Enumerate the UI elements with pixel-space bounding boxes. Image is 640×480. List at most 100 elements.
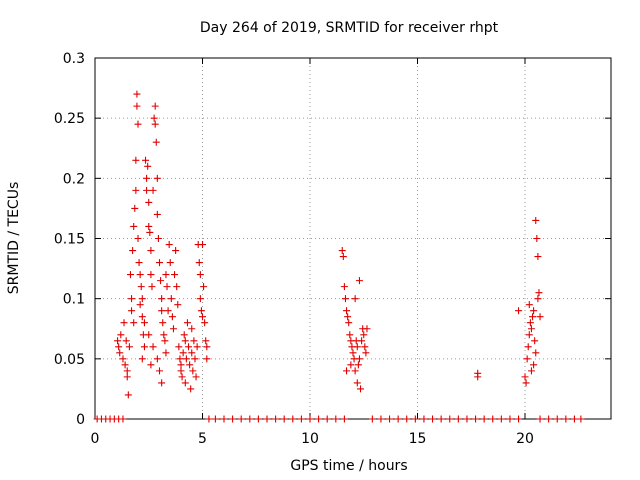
- data-point: [532, 349, 540, 357]
- x-axis-label: GPS time / hours: [290, 458, 407, 474]
- data-point: [154, 235, 162, 242]
- data-point: [201, 319, 209, 327]
- data-point: [354, 361, 362, 369]
- data-point: [177, 361, 185, 369]
- data-point: [562, 415, 570, 423]
- data-point: [165, 241, 173, 249]
- data-point: [152, 138, 160, 146]
- data-point: [351, 367, 359, 375]
- data-point: [530, 361, 538, 369]
- data-point: [119, 415, 127, 423]
- data-point: [246, 415, 254, 423]
- data-point: [545, 415, 553, 423]
- data-point: [153, 355, 161, 363]
- data-point: [175, 343, 183, 351]
- data-point: [522, 379, 530, 387]
- data-point: [347, 361, 355, 369]
- data-point: [349, 349, 357, 357]
- data-point: [162, 271, 170, 279]
- data-point: [237, 415, 245, 423]
- data-point: [192, 373, 200, 381]
- data-point: [529, 313, 537, 321]
- data-point: [128, 307, 136, 315]
- data-point: [360, 331, 368, 339]
- data-point: [346, 331, 354, 339]
- data-point: [156, 367, 163, 375]
- data-point: [164, 307, 172, 315]
- y-tick-label: 0.15: [54, 232, 85, 248]
- data-point: [534, 253, 542, 261]
- data-point: [553, 415, 561, 423]
- data-point: [124, 391, 132, 399]
- data-point: [137, 283, 145, 291]
- data-point: [205, 415, 213, 423]
- data-point: [163, 283, 171, 291]
- data-point: [202, 337, 210, 345]
- data-point: [344, 313, 352, 321]
- data-point: [143, 186, 151, 194]
- data-point: [377, 415, 385, 423]
- y-axis-label: SRMTID / TECUs: [6, 182, 22, 295]
- data-point: [183, 319, 191, 327]
- data-point: [159, 319, 167, 327]
- data-point: [339, 253, 347, 261]
- data-point: [173, 283, 181, 291]
- data-point: [515, 307, 523, 315]
- data-point: [338, 247, 346, 255]
- data-point: [142, 156, 150, 164]
- data-point: [289, 415, 297, 423]
- data-point: [229, 415, 237, 423]
- data-point: [363, 325, 371, 333]
- data-point: [156, 259, 163, 267]
- data-point: [368, 415, 376, 423]
- data-point: [150, 114, 158, 122]
- data-point: [340, 415, 348, 423]
- data-point: [315, 415, 323, 423]
- data-point: [394, 415, 402, 423]
- data-point: [172, 247, 180, 255]
- data-point: [143, 174, 151, 182]
- data-point: [536, 415, 544, 423]
- data-point: [162, 349, 170, 357]
- data-point: [151, 120, 159, 128]
- data-point: [138, 295, 146, 303]
- data-point: [203, 355, 211, 363]
- data-point: [151, 102, 159, 110]
- data-point: [119, 355, 127, 363]
- data-point: [429, 415, 437, 423]
- data-point: [523, 355, 531, 363]
- x-tick-label: 0: [91, 431, 100, 447]
- data-point: [341, 295, 349, 303]
- data-point: [497, 415, 505, 423]
- data-point: [181, 337, 189, 345]
- data-point: [136, 301, 144, 309]
- data-point: [133, 102, 141, 110]
- data-point: [114, 337, 122, 345]
- data-point: [536, 313, 544, 321]
- data-point: [140, 343, 148, 351]
- data-point: [340, 283, 348, 291]
- data-point: [144, 162, 152, 170]
- x-tick-label: 10: [301, 431, 319, 447]
- data-point: [146, 228, 154, 236]
- data-point: [357, 385, 365, 393]
- data-point: [211, 415, 219, 423]
- data-point: [182, 355, 190, 363]
- data-point: [191, 355, 199, 363]
- data-point: [130, 222, 138, 230]
- data-point: [133, 90, 141, 98]
- data-point: [345, 319, 353, 327]
- x-tick-label: 20: [516, 431, 534, 447]
- data-point: [132, 186, 140, 194]
- data-point: [174, 301, 182, 309]
- data-point: [525, 331, 533, 339]
- data-point: [149, 343, 157, 351]
- data-point: [355, 277, 363, 285]
- data-point: [153, 174, 161, 182]
- data-point: [195, 259, 203, 267]
- data-point: [145, 331, 153, 339]
- data-point: [530, 307, 538, 315]
- data-point: [147, 247, 155, 255]
- data-point: [115, 343, 123, 351]
- data-point: [323, 415, 331, 423]
